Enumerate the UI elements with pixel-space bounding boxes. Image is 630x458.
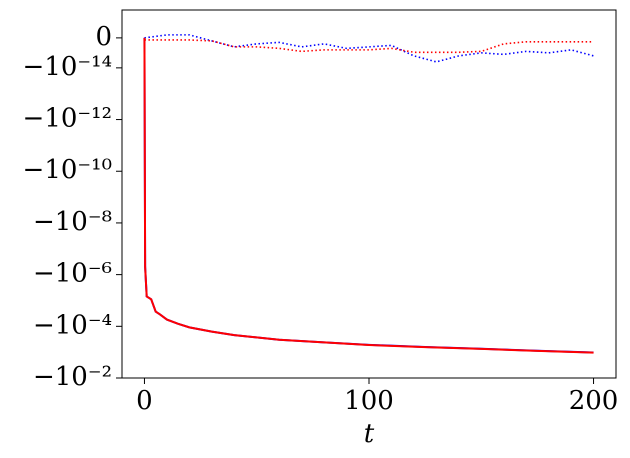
x-tick-label: 100 (344, 386, 394, 416)
x-axis-label: t (364, 419, 375, 449)
y-tick-label: −10⁻⁸ (33, 207, 112, 237)
y-tick-label: −10⁻¹⁰ (23, 155, 112, 185)
y-tick-label: −10⁻⁶ (33, 259, 112, 289)
y-tick-label: −10⁻² (33, 362, 112, 392)
line-series (144, 34, 594, 63)
y-tick-label: 0 (95, 22, 112, 52)
y-tick-label: −10⁻⁴ (33, 310, 112, 340)
x-tick-label: 0 (136, 386, 153, 416)
line-series (143, 37, 594, 354)
plot-frame (121, 9, 617, 379)
y-tick-label: −10⁻¹⁴ (23, 52, 112, 82)
x-tick-label: 200 (569, 386, 619, 416)
line-series (143, 37, 594, 354)
y-tick-label: −10⁻¹² (23, 104, 112, 134)
line-series (144, 39, 594, 54)
